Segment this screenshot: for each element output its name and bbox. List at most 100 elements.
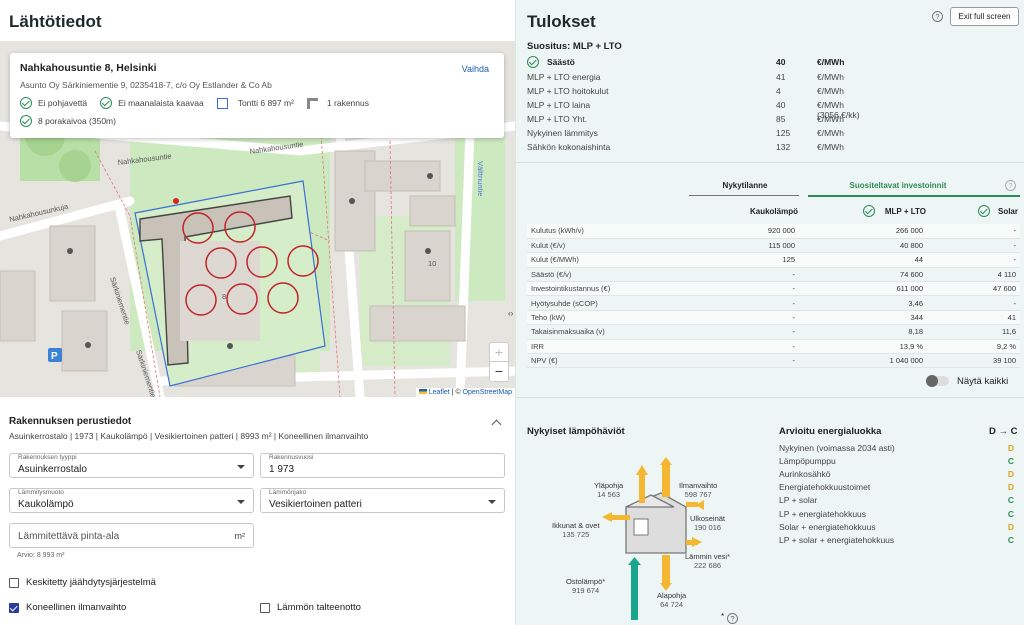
check-circle-icon <box>978 205 990 217</box>
energy-option-label: Aurinkosähkö <box>779 469 831 480</box>
row-label: Kulut (€/MWh) <box>527 252 689 268</box>
check-circle-icon <box>20 115 32 127</box>
exit-fullscreen-button[interactable]: Exit full screen <box>950 7 1019 26</box>
build-year-input[interactable]: Rakennusvuosi 1 973 <box>260 453 505 478</box>
col-solar: Solar <box>997 207 1018 216</box>
summary-row: Sähkön kokonaishinta 132 €/MWh <box>527 142 844 152</box>
map[interactable]: Nahkahousuntie Nahkahousuntie Nahkahousu… <box>0 41 515 397</box>
table-row: Investointikustannus (€) -611 000 47 600 <box>527 281 1020 297</box>
row-label: Kulutus (kWh/v) <box>527 224 689 239</box>
energy-class-badge: C <box>1007 534 1014 545</box>
summary-row: MLP + LTO energia 41 €/MWh <box>527 72 844 82</box>
energy-class-row: Lämpöpumppu C <box>779 456 1019 469</box>
energy-class-badge: C <box>1007 495 1014 506</box>
table-cell: 1 040 000 <box>797 353 925 369</box>
loss-floor: Alapohja 64 724 <box>657 591 687 609</box>
heating-type-select[interactable]: Lämmitysmuoto Kaukolämpö <box>9 488 254 513</box>
zoom-in-button[interactable]: + <box>490 343 508 362</box>
energy-class-row: Solar + energiatehokkuus D <box>779 522 1019 535</box>
table-cell: 39 100 <box>925 353 1020 369</box>
energy-class-row: LP + energiatehokkuus C <box>779 509 1019 522</box>
owner-info: Asunto Oy Särkiniementie 9, 0235418-7, c… <box>20 80 272 90</box>
summary-row: Säästö 40 €/MWh <box>547 57 845 67</box>
zoom-controls: + − <box>489 342 509 382</box>
energy-class-title: Arvioitu energialuokka <box>779 426 882 437</box>
chevron-up-icon[interactable] <box>491 419 502 430</box>
table-row: Teho (kW) -344 41 <box>527 310 1020 326</box>
check-circle-icon <box>863 205 875 217</box>
check-circle-icon <box>527 56 539 68</box>
results-panel: Tulokset ? Exit full screen Suositus: ML… <box>515 0 1024 625</box>
table-row: Takaisinmaksuaika (v) -8,18 11,6 <box>527 324 1020 340</box>
field-label: Rakennusvuosi <box>269 454 314 461</box>
row-label: NPV (€) <box>527 353 689 369</box>
table-cell: 3,46 <box>797 295 925 311</box>
table-cell: - <box>925 252 1020 268</box>
row-label: IRR <box>527 339 689 355</box>
footnote-mark: * <box>721 612 725 621</box>
table-row: IRR -13,9 % 9,2 % <box>527 339 1020 355</box>
show-all-label: Näytä kaikki <box>957 376 1009 387</box>
help-icon[interactable]: ? <box>1005 180 1016 191</box>
loss-windows: Ikkunat & ovet 135 725 <box>552 521 600 539</box>
checkbox-icon[interactable] <box>260 602 270 613</box>
house-number: 10 <box>428 259 436 268</box>
underground-plan-check: Ei maanalaista kaavaa <box>100 97 204 109</box>
field-label: Lämmönjako <box>269 489 307 496</box>
table-cell: 920 000 <box>689 224 797 239</box>
table-cell: - <box>689 267 797 283</box>
energy-class-row: Energiatehokkuustoimet D <box>779 482 1019 495</box>
field-unit: m² <box>234 531 246 541</box>
energy-class-badge: D <box>1007 521 1014 532</box>
table-cell: - <box>925 238 1020 254</box>
energy-class-row: LP + solar + energiatehokkuus C <box>779 535 1019 548</box>
table-cell: - <box>689 295 797 311</box>
heat-distribution-select[interactable]: Lämmönjako Vesikiertoinen patteri <box>260 488 505 513</box>
input-panel: Lähtötiedot <box>0 0 515 625</box>
heated-area-input[interactable]: Lämmitettävä pinta-ala m² <box>9 523 254 548</box>
ventilation-checkbox[interactable]: Koneellinen ilmanvaihto <box>9 602 126 613</box>
table-cell: 611 000 <box>797 281 925 297</box>
field-value: Asuinkerrostalo <box>18 464 87 475</box>
energy-class-badge: D <box>1007 443 1014 453</box>
energy-class-badge: C <box>1007 456 1014 467</box>
house-number: 8 <box>222 292 226 301</box>
divider <box>516 162 1024 163</box>
table-cell: 40 800 <box>797 238 925 254</box>
address-card: Nahkahousuntie 8, Helsinki Vaihda Asunto… <box>10 53 504 138</box>
checkbox-checked-icon[interactable] <box>9 602 19 613</box>
help-icon[interactable]: ? <box>727 613 738 624</box>
heat-recovery-checkbox[interactable]: Lämmön talteenotto <box>260 602 361 613</box>
energy-class-row: Aurinkosähkö D <box>779 469 1019 482</box>
heat-loss-title: Nykyiset lämpöhäviöt <box>527 426 625 437</box>
row-label: Takaisinmaksuaika (v) <box>527 324 689 340</box>
col-mlp: MLP + LTO <box>884 207 926 216</box>
row-label: Kulut (€/v) <box>527 238 689 254</box>
zoom-out-button[interactable]: − <box>494 363 504 379</box>
purchased-heat: Ostolämpö* 919 674 <box>566 577 606 595</box>
check-circle-icon <box>100 97 113 109</box>
osm-link[interactable]: OpenStreetMap <box>462 389 512 396</box>
table-row: NPV (€) -1 040 000 39 100 <box>527 353 1020 369</box>
building-count: 1 rakennus <box>306 97 369 109</box>
energy-option-label: Solar + energiatehokkuus <box>779 521 876 532</box>
energy-option-label: Energiatehokkuustoimet <box>779 482 871 493</box>
summary-row: MLP + LTO laina 40 €/MWh (3056 €/kk) <box>527 100 860 120</box>
table-cell: 8,18 <box>797 324 925 340</box>
table-cell: 47 600 <box>925 281 1020 297</box>
cooling-checkbox[interactable]: Keskitetty jäähdytysjärjestelmä <box>9 577 156 588</box>
energy-class-badge: D <box>1007 469 1014 480</box>
table-cell: 344 <box>797 310 925 326</box>
summary-row: MLP + LTO hoitokulut 4 €/MWh <box>527 86 844 96</box>
panel-resize-handle[interactable]: ‹› <box>508 309 514 318</box>
change-address-link[interactable]: Vaihda <box>461 64 489 74</box>
building-summary: Asuinkerrostalo | 1973 | Kaukolämpö | Ve… <box>9 431 369 441</box>
checkbox-icon[interactable] <box>9 577 19 588</box>
show-all-toggle[interactable] <box>926 375 949 387</box>
heat-loss-diagram <box>602 457 704 620</box>
help-icon[interactable]: ? <box>932 11 943 22</box>
field-label: Rakennuksen tyyppi <box>18 454 77 461</box>
building-type-select[interactable]: Rakennuksen tyyppi Asuinkerrostalo <box>9 453 254 478</box>
loss-ventilation: Ilmanvaihto 598 767 <box>679 481 718 499</box>
leaflet-link[interactable]: Leaflet <box>428 389 450 396</box>
